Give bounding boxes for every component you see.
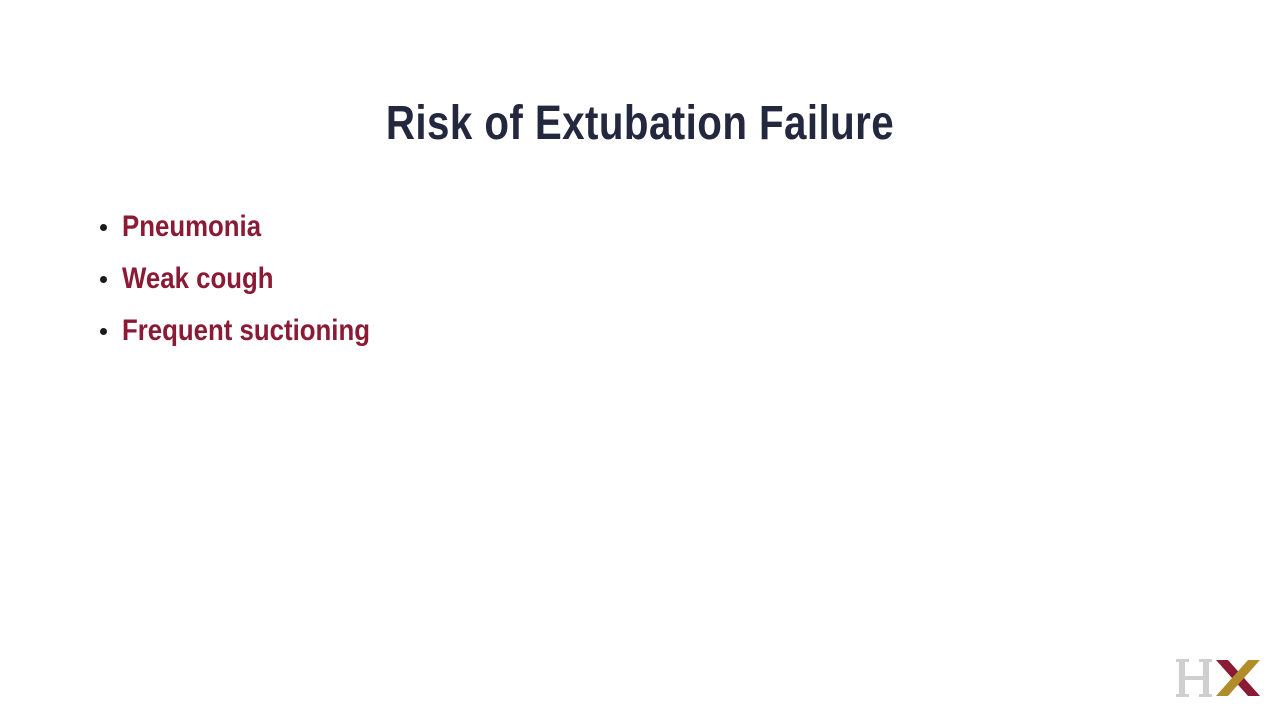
bullet-text: Weak cough: [122, 262, 274, 295]
bullet-dot-icon: [100, 275, 107, 283]
slide-title: Risk of Extubation Failure: [385, 97, 895, 150]
bullet-list: Pneumonia Weak cough Frequent suctioning: [96, 201, 410, 357]
bullet-item: Weak cough: [96, 253, 410, 305]
bullet-item: Pneumonia: [96, 201, 410, 253]
bullet-text: Frequent suctioning: [122, 314, 370, 347]
bullet-item: Frequent suctioning: [96, 305, 410, 357]
bullet-dot-icon: [100, 327, 107, 335]
hx-logo-icon: [1176, 659, 1260, 697]
bullet-text: Pneumonia: [122, 210, 262, 243]
bullet-dot-icon: [100, 223, 107, 231]
